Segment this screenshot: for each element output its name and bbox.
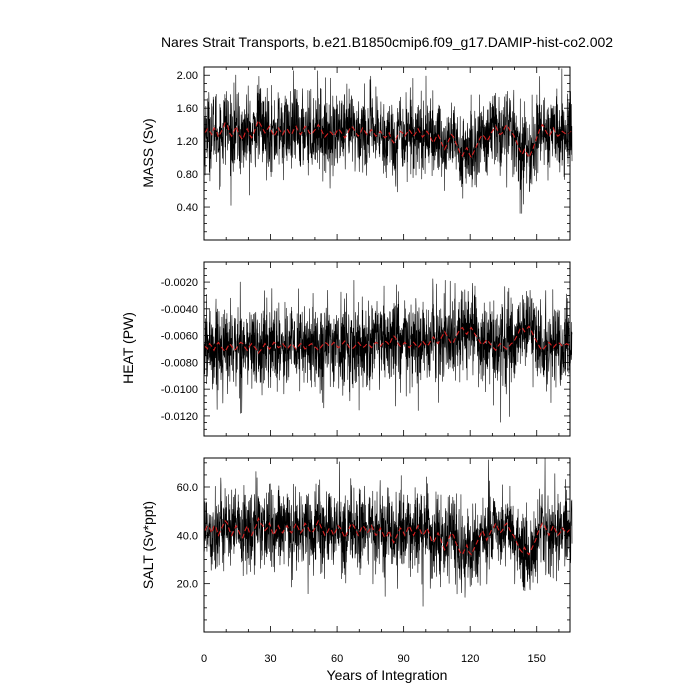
heat-panel: -0.0120 -0.0100 -0.0080 -0.0060 -0.0040 -0.00… xyxy=(120,261,573,437)
salt-plot-frame xyxy=(203,457,571,633)
heat-y-tick-label: -0.0100 xyxy=(161,384,198,396)
x-tick-label: 60 xyxy=(331,653,343,665)
heat-smoothed-series xyxy=(204,325,572,354)
salt-y-tick-label: 20.0 xyxy=(177,579,198,591)
x-tick-label: 0 xyxy=(201,653,207,665)
mass-y-tick-label: 1.20 xyxy=(177,136,198,148)
salt-panel: 20.0 40.0 60.0 0 30 60 90 120 150 SALT (Sv*ppt) xyxy=(140,457,573,665)
salt-y-axis-label: SALT (Sv*ppt) xyxy=(140,501,156,589)
salt-smoothed-line xyxy=(204,516,572,556)
mass-smoothed-line xyxy=(204,119,572,159)
mass-y-tick-label: 2.00 xyxy=(177,70,198,82)
salt-raw-series xyxy=(203,458,573,607)
x-axis-label: Years of Integration xyxy=(327,667,448,683)
heat-raw-line xyxy=(203,278,573,423)
mass-y-tick-label: 0.80 xyxy=(177,169,198,181)
x-tick-label: 90 xyxy=(398,653,410,665)
mass-axes: 0.40 0.80 1.20 1.60 2.00 xyxy=(177,66,571,241)
heat-y-tick-label: -0.0020 xyxy=(161,277,198,289)
mass-raw-series xyxy=(203,68,573,214)
heat-y-tick-label: -0.0060 xyxy=(161,331,198,343)
mass-panel: 0.40 0.80 1.20 1.60 2.00 MASS (Sv) xyxy=(140,66,573,241)
salt-raw-line xyxy=(203,458,573,607)
x-tick-label: 30 xyxy=(264,653,276,665)
heat-y-tick-label: -0.0120 xyxy=(161,411,198,423)
heat-y-tick-label: -0.0040 xyxy=(161,304,198,316)
mass-y-axis-label: MASS (Sv) xyxy=(140,118,156,187)
heat-axes: -0.0120 -0.0100 -0.0080 -0.0060 -0.0040 -0.00… xyxy=(161,261,571,437)
heat-raw-series xyxy=(203,278,573,423)
x-tick-label: 120 xyxy=(461,653,479,665)
heat-y-axis-label: HEAT (PW) xyxy=(120,312,136,384)
salt-y-tick-label: 60.0 xyxy=(177,482,198,494)
mass-y-tick-label: 0.40 xyxy=(177,202,198,214)
mass-plot-frame xyxy=(203,66,571,241)
salt-smoothed-series xyxy=(204,516,572,556)
salt-y-tick-label: 40.0 xyxy=(177,530,198,542)
heat-smoothed-line xyxy=(204,325,572,354)
x-tick-label: 150 xyxy=(528,653,546,665)
salt-axes: 20.0 40.0 60.0 0 30 60 90 120 150 xyxy=(177,457,571,665)
heat-y-tick-label: -0.0080 xyxy=(161,357,198,369)
mass-smoothed-series xyxy=(204,119,572,159)
chart-title: Nares Strait Transports, b.e21.B1850cmip… xyxy=(161,34,613,50)
mass-raw-line xyxy=(203,68,573,214)
mass-y-tick-label: 1.60 xyxy=(177,103,198,115)
